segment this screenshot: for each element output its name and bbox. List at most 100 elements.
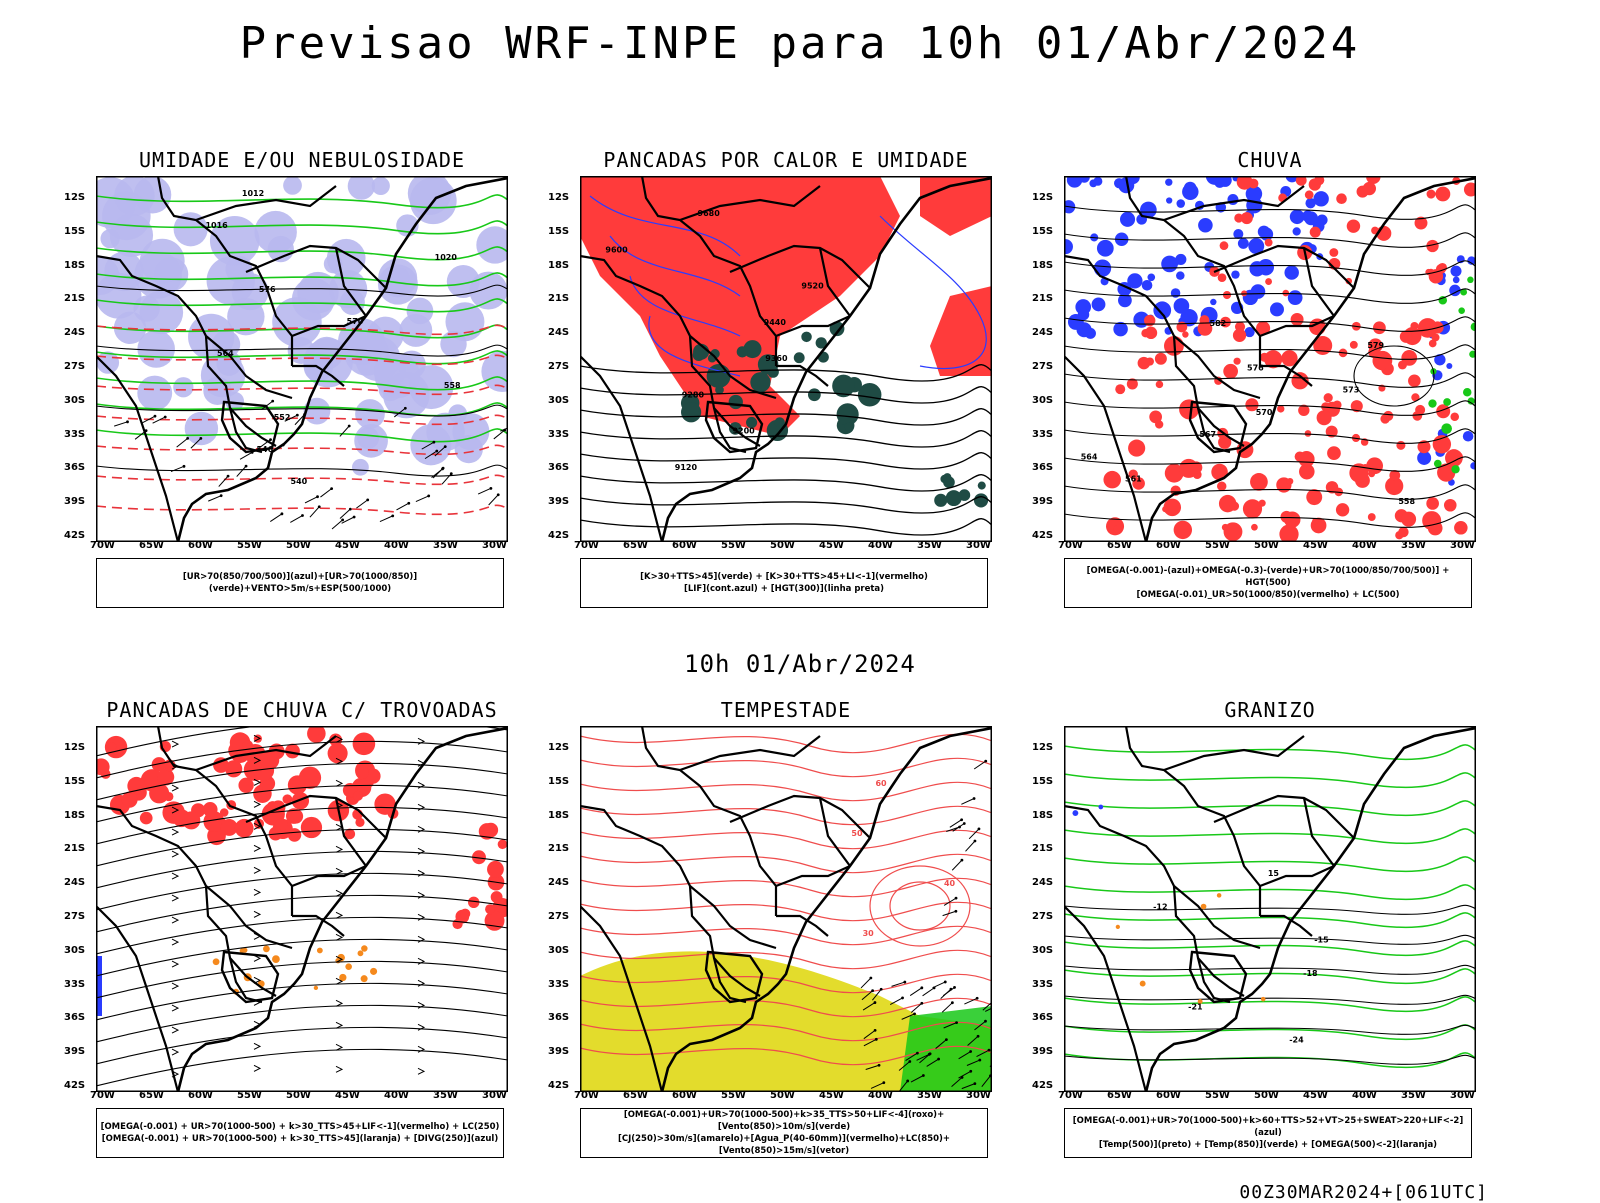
lon-tick-label: 40W — [384, 540, 409, 551]
contour-label: 9680 — [698, 209, 721, 218]
contour-label: 570 — [347, 317, 364, 326]
lat-tick-label: 42S — [64, 1080, 85, 1091]
lon-tick-label: 35W — [1401, 1090, 1426, 1101]
panel-title: UMIDADE E/OU NEBULOSIDADE — [62, 148, 542, 172]
panel-title: PANCADAS POR CALOR E UMIDADE — [546, 148, 1026, 172]
contour-label: -18 — [1303, 969, 1318, 978]
lat-tick-label: 15S — [64, 776, 85, 787]
lon-tick-label: 55W — [237, 540, 262, 551]
lat-tick-label: 21S — [548, 293, 569, 304]
lat-tick-label: 15S — [1032, 776, 1053, 787]
contour-label: 561 — [1125, 475, 1142, 484]
lon-tick-label: 55W — [1205, 1090, 1230, 1101]
legend-line: [OMEGA(-0.001) + UR>70(1000-500) + k>30_… — [101, 1121, 500, 1133]
lon-tick-label: 65W — [139, 1090, 164, 1101]
lat-tick-label: 21S — [64, 843, 85, 854]
lat-tick-label: 30S — [548, 395, 569, 406]
lat-tick-label: 36S — [64, 1012, 85, 1023]
lat-tick-label: 15S — [64, 226, 85, 237]
lat-tick-label: 39S — [548, 1046, 569, 1057]
lat-tick-label: 39S — [64, 1046, 85, 1057]
lon-tick-label: 45W — [1303, 1090, 1328, 1101]
panel-legend: [K>30+TTS>45](verde) + [K>30+TTS>45+LI<-… — [580, 558, 988, 608]
legend-line: [UR>70(850/700/500)](azul)+[UR>70(1000/8… — [97, 571, 503, 595]
lon-tick-label: 30W — [1450, 1090, 1475, 1101]
contour-label: 1020 — [435, 253, 458, 262]
legend-line: [LIF](cont.azul) + [HGT(300)](linha pret… — [684, 583, 884, 595]
lat-tick-label: 33S — [64, 979, 85, 990]
contour-label: 15 — [1268, 869, 1280, 878]
lat-tick-label: 24S — [1032, 877, 1053, 888]
lon-tick-label: 60W — [1156, 540, 1181, 551]
lon-tick-label: 70W — [574, 540, 599, 551]
lat-tick-label: 15S — [1032, 226, 1053, 237]
lon-tick-label: 50W — [770, 1090, 795, 1101]
lat-tick-label: 36S — [548, 1012, 569, 1023]
lat-tick-label: 24S — [64, 877, 85, 888]
contour-label: 579 — [1367, 341, 1384, 350]
contour-label: 9200 — [732, 427, 755, 436]
lon-tick-label: 55W — [237, 1090, 262, 1101]
lon-tick-label: 60W — [188, 540, 213, 551]
lon-tick-label: 45W — [335, 540, 360, 551]
lat-tick-label: 30S — [64, 395, 85, 406]
lat-tick-label: 39S — [1032, 1046, 1053, 1057]
panel-title: TEMPESTADE — [546, 698, 1026, 722]
lon-tick-label: 60W — [188, 1090, 213, 1101]
lon-tick-label: 70W — [574, 1090, 599, 1101]
lon-tick-label: 60W — [672, 1090, 697, 1101]
lon-tick-label: 60W — [1156, 1090, 1181, 1101]
lat-tick-label: 36S — [64, 462, 85, 473]
lat-tick-label: 27S — [1032, 361, 1053, 372]
contour-label: 567 — [1199, 430, 1216, 439]
contour-label: 60 — [875, 779, 887, 788]
lon-tick-label: 30W — [482, 1090, 507, 1101]
lat-tick-label: 21S — [1032, 293, 1053, 304]
lat-tick-label: 24S — [64, 327, 85, 338]
lat-tick-label: 18S — [1032, 810, 1053, 821]
contour-label: -21 — [1188, 1002, 1203, 1011]
contour-label: 564 — [217, 349, 234, 358]
lon-tick-label: 30W — [966, 540, 991, 551]
contour-label: 50 — [851, 829, 863, 838]
legend-line: [OMEGA(-0.01)_UR>50(1000/850)(vermelho) … — [1136, 589, 1399, 601]
lat-tick-label: 21S — [64, 293, 85, 304]
lat-tick-label: 39S — [64, 496, 85, 507]
contour-label: 1016 — [205, 221, 228, 230]
lon-tick-label: 65W — [1107, 540, 1132, 551]
lat-tick-label: 27S — [64, 911, 85, 922]
lat-tick-label: 33S — [548, 429, 569, 440]
contour-label: -24 — [1289, 1036, 1304, 1045]
lat-tick-label: 30S — [64, 945, 85, 956]
contour-label: 576 — [1247, 363, 1264, 372]
lon-tick-label: 70W — [90, 1090, 115, 1101]
lon-tick-label: 30W — [1450, 540, 1475, 551]
forecast-map: 15-12-15-18-21-24 — [1064, 726, 1476, 1092]
lon-tick-label: 70W — [90, 540, 115, 551]
lat-tick-label: 39S — [548, 496, 569, 507]
lat-tick-label: 33S — [1032, 979, 1053, 990]
legend-line: [OMEGA(-0.001) + UR>70(1000-500) + k>30_… — [102, 1133, 498, 1145]
lon-tick-label: 50W — [770, 540, 795, 551]
contour-label: 576 — [259, 285, 276, 294]
lon-tick-label: 50W — [1254, 540, 1279, 551]
contour-label: 40 — [944, 879, 956, 888]
contour-label: 9120 — [675, 463, 698, 472]
lat-tick-label: 15S — [548, 776, 569, 787]
contour-label: 558 — [444, 381, 461, 390]
lon-tick-label: 35W — [433, 540, 458, 551]
panel-title: GRANIZO — [1030, 698, 1510, 722]
lon-tick-label: 30W — [966, 1090, 991, 1101]
map-canvas: 15-12-15-18-21-24 — [1064, 726, 1476, 1092]
lat-tick-label: 30S — [1032, 945, 1053, 956]
lat-tick-label: 24S — [548, 877, 569, 888]
panel-legend: [UR>70(850/700/500)](azul)+[UR>70(1000/8… — [96, 558, 504, 608]
contour-label: 558 — [1398, 497, 1415, 506]
contour-label: 30 — [863, 929, 875, 938]
lon-tick-label: 40W — [384, 1090, 409, 1101]
lat-tick-label: 27S — [548, 911, 569, 922]
